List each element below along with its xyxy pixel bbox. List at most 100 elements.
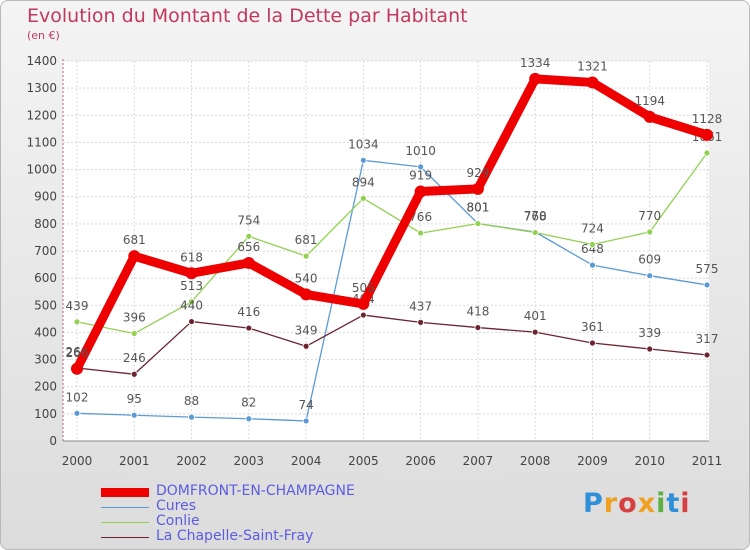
data-point-cures [359, 156, 367, 164]
data-point-cures [73, 409, 81, 417]
data-label-la-chapelle-saint-fray: 418 [466, 305, 489, 319]
data-point-conlie [302, 252, 310, 260]
data-point-la-chapelle-saint-fray [302, 342, 310, 350]
data-label-la-chapelle-saint-fray: 440 [180, 299, 203, 313]
data-label-la-chapelle-saint-fray: 339 [638, 326, 661, 340]
x-tick-label: 2002 [176, 454, 207, 468]
data-point-domfront-en-champagne [128, 250, 141, 263]
series-line-conlie [76, 152, 708, 335]
chart-unit-label: (en €) [27, 29, 60, 42]
data-label-cures: 770 [524, 209, 547, 223]
data-label-cures: 102 [66, 390, 89, 404]
x-tick-label: 2005 [348, 454, 379, 468]
data-label-domfront-en-champagne: 919 [409, 169, 432, 183]
data-label-conlie: 513 [180, 279, 203, 293]
data-label-la-chapelle-saint-fray: 361 [581, 320, 604, 334]
data-point-domfront-en-champagne [701, 128, 713, 141]
data-point-la-chapelle-saint-fray [474, 324, 482, 331]
data-label-cures: 801 [466, 201, 489, 215]
data-label-conlie: 894 [352, 175, 375, 189]
proxiti-logo: Proxiti [583, 488, 691, 519]
data-point-conlie [417, 229, 425, 237]
y-tick-label: 1000 [26, 163, 57, 177]
data-point-conlie [245, 232, 253, 240]
y-tick-label: 800 [34, 217, 57, 231]
data-point-conlie [130, 330, 138, 337]
data-label-conlie: 766 [409, 210, 432, 224]
y-tick-label: 1200 [26, 108, 57, 122]
data-label-domfront-en-champagne: 1194 [634, 94, 665, 108]
y-tick-label: 600 [34, 271, 57, 285]
x-tick-label: 2006 [405, 454, 436, 468]
x-tick-label: 2011 [692, 454, 723, 468]
y-tick-label: 900 [34, 190, 57, 204]
data-point-conlie [73, 318, 81, 326]
data-point-cures [417, 163, 425, 171]
y-tick-label: 500 [34, 298, 57, 312]
data-label-conlie: 754 [237, 213, 260, 227]
data-label-cures: 1034 [348, 137, 379, 151]
data-label-conlie: 439 [66, 299, 89, 313]
data-label-domfront-en-champagne: 540 [295, 271, 318, 285]
data-point-cures [589, 261, 596, 269]
data-label-conlie: 801 [466, 201, 489, 215]
y-tick-label: 1300 [26, 81, 57, 95]
x-tick-label: 2001 [119, 454, 150, 468]
data-label-la-chapelle-saint-fray: 317 [696, 332, 719, 346]
data-point-domfront-en-champagne [185, 267, 198, 280]
data-label-conlie: 681 [295, 233, 318, 247]
legend-label-la-chapelle: La Chapelle-Saint-Fray [156, 528, 314, 544]
data-label-domfront-en-champagne: 681 [123, 233, 146, 247]
data-label-la-chapelle-saint-fray: 401 [524, 309, 547, 323]
y-tick-label: 300 [34, 353, 57, 367]
x-tick-label: 2007 [463, 454, 494, 468]
data-point-la-chapelle-saint-fray [245, 324, 253, 332]
y-tick-label: 200 [34, 380, 57, 394]
chart-title: Evolution du Montant de la Dette par Hab… [27, 5, 468, 27]
data-label-domfront-en-champagne: 1321 [577, 59, 608, 73]
data-point-domfront-en-champagne [71, 362, 83, 375]
x-tick-label: 2009 [577, 454, 608, 468]
data-point-domfront-en-champagne [643, 110, 656, 123]
data-label-cures: 74 [298, 398, 313, 412]
data-label-la-chapelle-saint-fray: 416 [237, 305, 260, 319]
data-label-cures: 95 [127, 392, 142, 406]
data-label-domfront-en-champagne: 505 [352, 281, 375, 295]
data-point-conlie [589, 241, 596, 248]
data-point-la-chapelle-saint-fray [188, 318, 195, 325]
data-point-domfront-en-champagne [300, 288, 313, 301]
x-tick-label: 2010 [634, 454, 665, 468]
data-label-la-chapelle-saint-fray: 437 [409, 299, 432, 313]
data-label-domfront-en-champagne: 929 [466, 166, 489, 180]
x-tick-label: 2000 [62, 454, 93, 468]
data-label-domfront-en-champagne: 266 [66, 346, 89, 360]
legend-swatch-conlie [101, 522, 149, 523]
data-label-conlie: 396 [123, 311, 146, 325]
data-point-la-chapelle-saint-fray [359, 311, 367, 319]
data-label-la-chapelle-saint-fray: 246 [123, 351, 146, 365]
data-point-domfront-en-champagne [357, 297, 370, 310]
x-tick-label: 2004 [291, 454, 322, 468]
series-line-cures [76, 159, 708, 422]
data-point-conlie [531, 229, 539, 236]
data-label-domfront-en-champagne: 618 [180, 250, 203, 264]
data-point-conlie [359, 194, 367, 202]
legend-label-conlie: Conlie [156, 513, 200, 529]
data-point-domfront-en-champagne [242, 256, 255, 269]
legend-label-domfront: DOMFRONT-EN-CHAMPAGNE [156, 483, 355, 499]
data-label-conlie: 768 [524, 210, 547, 224]
data-point-cures [188, 413, 195, 421]
legend-swatch-la-chapelle [101, 537, 149, 538]
legend-swatch-cures [101, 507, 149, 508]
x-tick-label: 2003 [234, 454, 265, 468]
data-point-la-chapelle-saint-fray [531, 328, 539, 336]
legend-swatch-domfront [101, 488, 149, 497]
data-point-domfront-en-champagne [471, 182, 484, 195]
legend-label-cures: Cures [156, 498, 197, 514]
data-point-domfront-en-champagne [414, 185, 427, 198]
data-point-la-chapelle-saint-fray [646, 345, 654, 353]
data-point-la-chapelle-saint-fray [703, 351, 711, 359]
data-point-la-chapelle-saint-fray [130, 370, 138, 378]
